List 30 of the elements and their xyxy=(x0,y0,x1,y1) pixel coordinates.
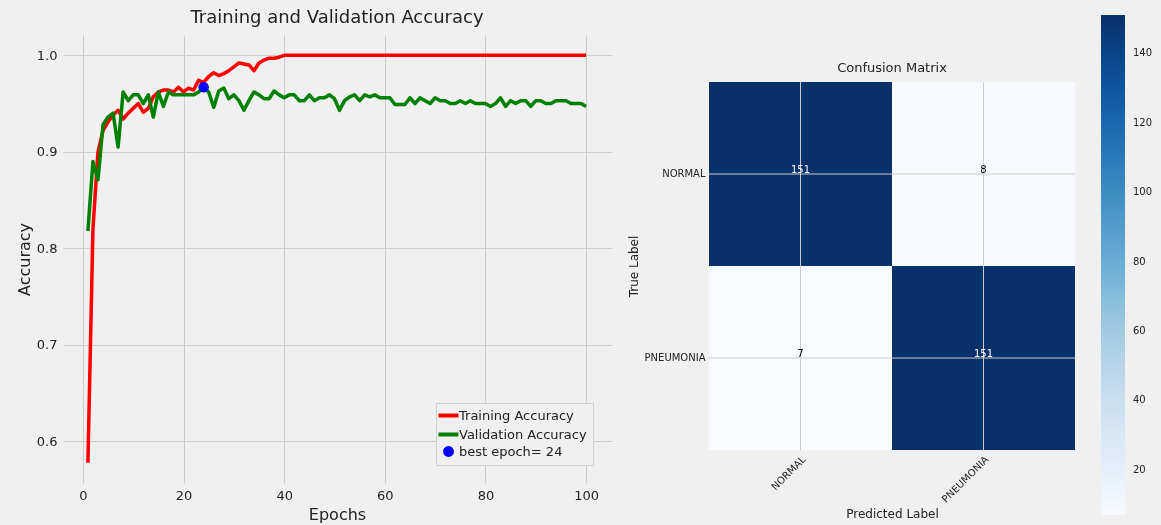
x-tick-label: 60 xyxy=(377,487,394,503)
x-tick-label: 0 xyxy=(79,487,88,503)
color-bar-label: 20 xyxy=(1133,463,1146,475)
legend-label: Training Accuracy xyxy=(458,407,575,423)
y-axis-title: Accuracy xyxy=(14,222,34,297)
color-bar-label: 40 xyxy=(1133,394,1146,406)
y-tick-label: 0.8 xyxy=(36,240,58,256)
x-tick-label: 40 xyxy=(276,487,293,503)
legend-label: Validation Accuracy xyxy=(459,426,587,442)
y-tick-label: 1.0 xyxy=(36,47,58,63)
color-bar-label: 140 xyxy=(1133,47,1153,59)
x-axis-title: Epochs xyxy=(308,504,367,524)
data-label: 7 xyxy=(797,348,804,359)
x-axis-title: Predicted Label xyxy=(846,506,939,521)
legend-label: best epoch= 24 xyxy=(459,443,563,459)
color-bar-label: 100 xyxy=(1133,186,1153,198)
y-tick-label: 0.9 xyxy=(36,144,58,160)
y-tick-label: 0.7 xyxy=(36,337,58,353)
color-bar-label: 120 xyxy=(1133,116,1153,128)
line-series xyxy=(86,53,588,465)
color-bar-label: 60 xyxy=(1133,324,1146,336)
x-tick-label: 80 xyxy=(477,487,495,503)
color-bar-label: 80 xyxy=(1133,255,1146,267)
chart-title: Confusion Matrix xyxy=(837,60,948,75)
y-axis-title: True Label xyxy=(626,235,641,299)
data-label: 8 xyxy=(980,164,987,175)
x-tick-label: 100 xyxy=(574,487,599,503)
y-tick-label: 0.6 xyxy=(36,433,58,449)
x-tick-label: 20 xyxy=(175,487,193,503)
chart-title: Training and Validation Accuracy xyxy=(189,6,484,27)
